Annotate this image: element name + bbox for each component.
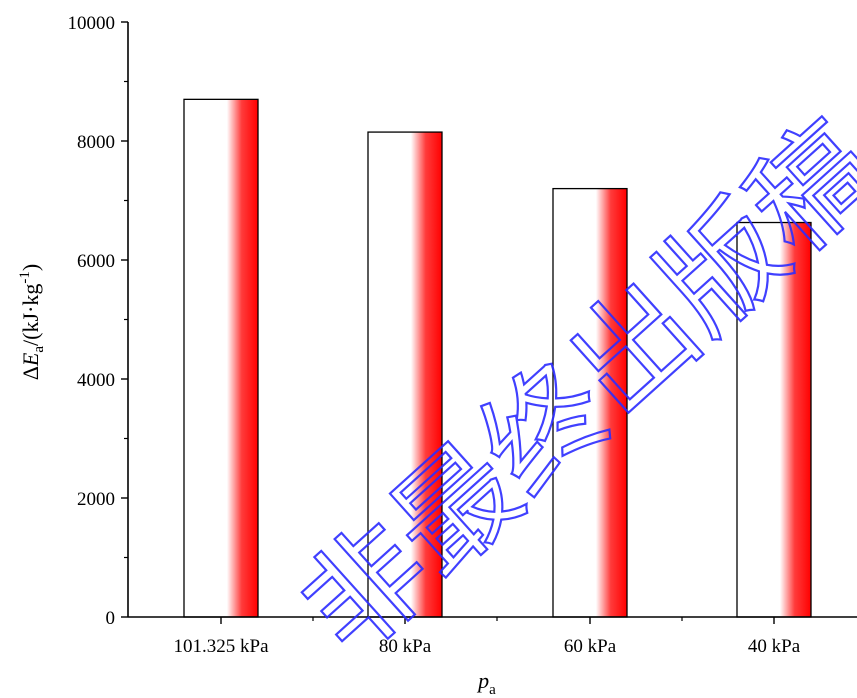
y-tick-label: 0 (106, 608, 116, 629)
y-axis-title: ΔEa/(kJ·kg-1) (17, 264, 47, 380)
x-tick-label: 60 kPa (564, 636, 617, 657)
bars-group (183, 98, 812, 618)
y-ticks-group: 0 2000 4000 6000 8000 10000 (68, 13, 128, 629)
bar-3 (736, 221, 812, 618)
y-tick-label: 6000 (77, 251, 115, 272)
y-tick-label: 4000 (77, 370, 115, 391)
x-tick-label: 80 kPa (379, 636, 432, 657)
x-axis-title: pa (476, 668, 496, 698)
y-tick-label: 10000 (68, 13, 116, 34)
x-tick-label: 40 kPa (748, 636, 801, 657)
bar-2 (552, 187, 628, 618)
bar-0 (183, 98, 259, 618)
x-ticks-group: 101.325 kPa 80 kPa 60 kPa 40 kPa (174, 617, 801, 657)
y-tick-label: 8000 (77, 132, 115, 153)
x-tick-label: 101.325 kPa (174, 636, 270, 657)
y-tick-label: 2000 (77, 489, 115, 510)
bar-1 (367, 131, 443, 618)
